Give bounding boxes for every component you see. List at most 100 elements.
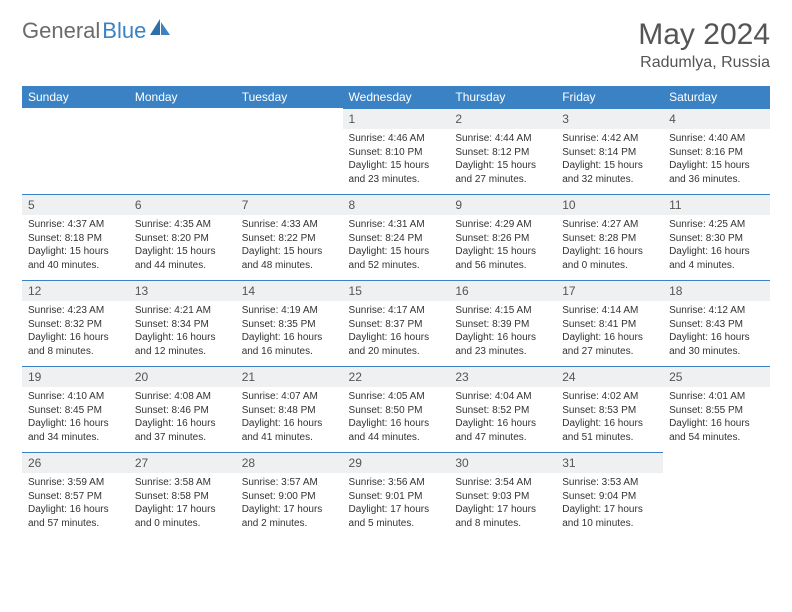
day-info: Sunrise: 3:58 AMSunset: 8:58 PMDaylight:… (129, 473, 236, 534)
calendar-day (22, 108, 129, 194)
day-info: Sunrise: 4:29 AMSunset: 8:26 PMDaylight:… (449, 215, 556, 276)
day-info: Sunrise: 4:35 AMSunset: 8:20 PMDaylight:… (129, 215, 236, 276)
calendar-day (663, 452, 770, 538)
day-number: 14 (236, 280, 343, 301)
calendar-week: 19Sunrise: 4:10 AMSunset: 8:45 PMDayligh… (22, 366, 770, 452)
calendar-day: 25Sunrise: 4:01 AMSunset: 8:55 PMDayligh… (663, 366, 770, 452)
sail-icon (150, 19, 172, 42)
location: Radumlya, Russia (638, 54, 770, 72)
calendar-day: 10Sunrise: 4:27 AMSunset: 8:28 PMDayligh… (556, 194, 663, 280)
calendar-week: 26Sunrise: 3:59 AMSunset: 8:57 PMDayligh… (22, 452, 770, 538)
calendar-day: 19Sunrise: 4:10 AMSunset: 8:45 PMDayligh… (22, 366, 129, 452)
day-number: 15 (343, 280, 450, 301)
day-info: Sunrise: 4:04 AMSunset: 8:52 PMDaylight:… (449, 387, 556, 448)
day-info: Sunrise: 4:07 AMSunset: 8:48 PMDaylight:… (236, 387, 343, 448)
calendar-day: 3Sunrise: 4:42 AMSunset: 8:14 PMDaylight… (556, 108, 663, 194)
day-info: Sunrise: 4:25 AMSunset: 8:30 PMDaylight:… (663, 215, 770, 276)
logo: GeneralBlue (22, 18, 172, 44)
day-info: Sunrise: 4:12 AMSunset: 8:43 PMDaylight:… (663, 301, 770, 362)
weekday-row: SundayMondayTuesdayWednesdayThursdayFrid… (22, 86, 770, 108)
day-number: 11 (663, 194, 770, 215)
day-number: 7 (236, 194, 343, 215)
day-info: Sunrise: 3:54 AMSunset: 9:03 PMDaylight:… (449, 473, 556, 534)
day-number: 3 (556, 108, 663, 129)
day-info: Sunrise: 4:46 AMSunset: 8:10 PMDaylight:… (343, 129, 450, 190)
calendar-day: 6Sunrise: 4:35 AMSunset: 8:20 PMDaylight… (129, 194, 236, 280)
weekday-header: Sunday (22, 86, 129, 108)
day-number: 17 (556, 280, 663, 301)
calendar-day: 24Sunrise: 4:02 AMSunset: 8:53 PMDayligh… (556, 366, 663, 452)
calendar-day: 31Sunrise: 3:53 AMSunset: 9:04 PMDayligh… (556, 452, 663, 538)
logo-text-2: Blue (102, 18, 146, 44)
day-info: Sunrise: 4:05 AMSunset: 8:50 PMDaylight:… (343, 387, 450, 448)
logo-text-1: General (22, 18, 100, 44)
calendar-body: 1Sunrise: 4:46 AMSunset: 8:10 PMDaylight… (22, 108, 770, 538)
day-info: Sunrise: 4:02 AMSunset: 8:53 PMDaylight:… (556, 387, 663, 448)
day-info: Sunrise: 4:37 AMSunset: 8:18 PMDaylight:… (22, 215, 129, 276)
header: GeneralBlue May 2024 Radumlya, Russia (22, 18, 770, 72)
calendar-day: 27Sunrise: 3:58 AMSunset: 8:58 PMDayligh… (129, 452, 236, 538)
weekday-header: Thursday (449, 86, 556, 108)
calendar-day: 7Sunrise: 4:33 AMSunset: 8:22 PMDaylight… (236, 194, 343, 280)
day-info: Sunrise: 4:27 AMSunset: 8:28 PMDaylight:… (556, 215, 663, 276)
calendar-week: 5Sunrise: 4:37 AMSunset: 8:18 PMDaylight… (22, 194, 770, 280)
day-number: 31 (556, 452, 663, 473)
day-info: Sunrise: 3:59 AMSunset: 8:57 PMDaylight:… (22, 473, 129, 534)
day-number: 30 (449, 452, 556, 473)
day-info: Sunrise: 4:01 AMSunset: 8:55 PMDaylight:… (663, 387, 770, 448)
day-info: Sunrise: 3:53 AMSunset: 9:04 PMDaylight:… (556, 473, 663, 534)
day-number: 4 (663, 108, 770, 129)
day-number: 16 (449, 280, 556, 301)
day-info: Sunrise: 4:31 AMSunset: 8:24 PMDaylight:… (343, 215, 450, 276)
day-info: Sunrise: 4:40 AMSunset: 8:16 PMDaylight:… (663, 129, 770, 190)
calendar-week: 1Sunrise: 4:46 AMSunset: 8:10 PMDaylight… (22, 108, 770, 194)
calendar-day: 15Sunrise: 4:17 AMSunset: 8:37 PMDayligh… (343, 280, 450, 366)
day-number: 20 (129, 366, 236, 387)
calendar-day: 13Sunrise: 4:21 AMSunset: 8:34 PMDayligh… (129, 280, 236, 366)
calendar-day (129, 108, 236, 194)
weekday-header: Friday (556, 86, 663, 108)
calendar-week: 12Sunrise: 4:23 AMSunset: 8:32 PMDayligh… (22, 280, 770, 366)
calendar-day: 17Sunrise: 4:14 AMSunset: 8:41 PMDayligh… (556, 280, 663, 366)
day-number: 23 (449, 366, 556, 387)
day-number: 25 (663, 366, 770, 387)
calendar-day: 18Sunrise: 4:12 AMSunset: 8:43 PMDayligh… (663, 280, 770, 366)
day-number: 26 (22, 452, 129, 473)
calendar-table: SundayMondayTuesdayWednesdayThursdayFrid… (22, 86, 770, 538)
day-number: 2 (449, 108, 556, 129)
calendar-day: 11Sunrise: 4:25 AMSunset: 8:30 PMDayligh… (663, 194, 770, 280)
day-number: 6 (129, 194, 236, 215)
calendar-day: 2Sunrise: 4:44 AMSunset: 8:12 PMDaylight… (449, 108, 556, 194)
day-info: Sunrise: 4:42 AMSunset: 8:14 PMDaylight:… (556, 129, 663, 190)
day-number: 5 (22, 194, 129, 215)
title-block: May 2024 Radumlya, Russia (638, 18, 770, 72)
calendar-day: 14Sunrise: 4:19 AMSunset: 8:35 PMDayligh… (236, 280, 343, 366)
day-info: Sunrise: 4:08 AMSunset: 8:46 PMDaylight:… (129, 387, 236, 448)
day-number: 22 (343, 366, 450, 387)
calendar-day: 21Sunrise: 4:07 AMSunset: 8:48 PMDayligh… (236, 366, 343, 452)
day-info: Sunrise: 4:33 AMSunset: 8:22 PMDaylight:… (236, 215, 343, 276)
day-info: Sunrise: 3:57 AMSunset: 9:00 PMDaylight:… (236, 473, 343, 534)
calendar-day: 20Sunrise: 4:08 AMSunset: 8:46 PMDayligh… (129, 366, 236, 452)
calendar-day: 28Sunrise: 3:57 AMSunset: 9:00 PMDayligh… (236, 452, 343, 538)
day-number: 24 (556, 366, 663, 387)
calendar-day: 22Sunrise: 4:05 AMSunset: 8:50 PMDayligh… (343, 366, 450, 452)
day-number: 8 (343, 194, 450, 215)
day-info: Sunrise: 4:19 AMSunset: 8:35 PMDaylight:… (236, 301, 343, 362)
day-info: Sunrise: 3:56 AMSunset: 9:01 PMDaylight:… (343, 473, 450, 534)
calendar-day: 30Sunrise: 3:54 AMSunset: 9:03 PMDayligh… (449, 452, 556, 538)
day-info: Sunrise: 4:21 AMSunset: 8:34 PMDaylight:… (129, 301, 236, 362)
day-number: 19 (22, 366, 129, 387)
day-number: 9 (449, 194, 556, 215)
weekday-header: Tuesday (236, 86, 343, 108)
day-number: 21 (236, 366, 343, 387)
calendar-day: 29Sunrise: 3:56 AMSunset: 9:01 PMDayligh… (343, 452, 450, 538)
day-info: Sunrise: 4:10 AMSunset: 8:45 PMDaylight:… (22, 387, 129, 448)
calendar-day: 26Sunrise: 3:59 AMSunset: 8:57 PMDayligh… (22, 452, 129, 538)
weekday-header: Saturday (663, 86, 770, 108)
day-number: 12 (22, 280, 129, 301)
day-number: 1 (343, 108, 450, 129)
day-number: 28 (236, 452, 343, 473)
calendar-day (236, 108, 343, 194)
calendar-day: 12Sunrise: 4:23 AMSunset: 8:32 PMDayligh… (22, 280, 129, 366)
